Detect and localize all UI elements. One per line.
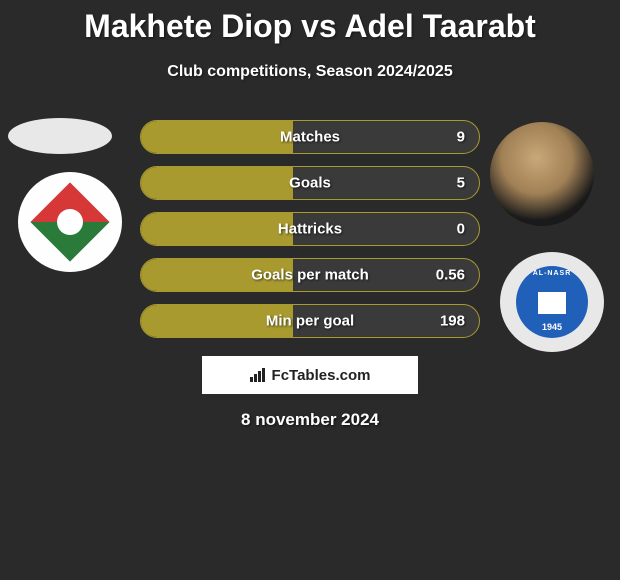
stat-label: Goals per match xyxy=(251,267,369,284)
stat-fill xyxy=(141,121,293,153)
stat-fill xyxy=(141,213,293,245)
stat-fill xyxy=(141,167,293,199)
club-right-arc-text: AL-NASR xyxy=(533,270,572,277)
club-left-emblem xyxy=(30,182,109,261)
stats-container: Matches 9 Goals 5 Hattricks 0 Goals per … xyxy=(140,120,480,350)
stat-label: Matches xyxy=(280,129,340,146)
stat-value-right: 5 xyxy=(457,175,465,192)
brand-text: FcTables.com xyxy=(272,367,371,384)
stat-value-right: 0 xyxy=(457,221,465,238)
player-left-club-badge xyxy=(18,172,122,272)
club-right-emblem: AL-NASR 1945 xyxy=(516,266,588,338)
club-right-flag-icon xyxy=(538,292,566,314)
stat-row-hattricks: Hattricks 0 xyxy=(140,212,480,246)
page-subtitle: Club competitions, Season 2024/2025 xyxy=(0,63,620,81)
player-right-club-badge: AL-NASR 1945 xyxy=(500,252,604,352)
brand-badge: FcTables.com xyxy=(202,356,418,394)
player-right-avatar xyxy=(490,122,594,226)
club-right-year: 1945 xyxy=(542,322,562,332)
stat-value-right: 9 xyxy=(457,129,465,146)
player-left-avatar xyxy=(8,118,112,154)
stat-label: Hattricks xyxy=(278,221,342,238)
stat-row-goals: Goals 5 xyxy=(140,166,480,200)
stat-row-min-per-goal: Min per goal 198 xyxy=(140,304,480,338)
stat-label: Goals xyxy=(289,175,331,192)
stat-row-goals-per-match: Goals per match 0.56 xyxy=(140,258,480,292)
club-left-ball-icon xyxy=(57,209,83,235)
date-text: 8 november 2024 xyxy=(241,410,379,430)
stat-value-right: 198 xyxy=(440,313,465,330)
stat-row-matches: Matches 9 xyxy=(140,120,480,154)
stat-value-right: 0.56 xyxy=(436,267,465,284)
bar-chart-icon xyxy=(250,368,268,382)
stat-label: Min per goal xyxy=(266,313,354,330)
page-title: Makhete Diop vs Adel Taarabt xyxy=(0,0,620,45)
